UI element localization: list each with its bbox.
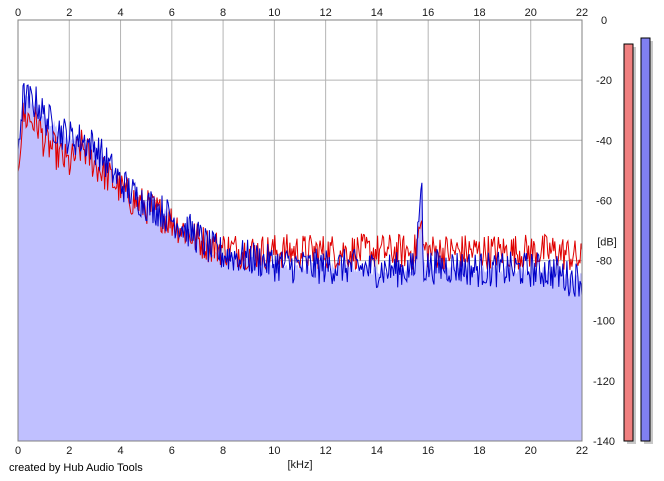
x-tick-label-bottom: 0 — [15, 445, 21, 457]
x-tick-label-bottom: 2 — [66, 445, 72, 457]
x-tick-label-bottom: 18 — [473, 445, 485, 457]
axes: 002244668810101212141416161818202022220-… — [15, 7, 617, 471]
y-tick-label: -80 — [596, 256, 612, 268]
x-tick-label-top: 8 — [220, 7, 226, 19]
x-tick-label-top: 10 — [268, 7, 280, 19]
level-meters — [623, 37, 653, 445]
x-tick-label-top: 2 — [66, 7, 72, 19]
x-tick-label-bottom: 20 — [525, 445, 537, 457]
x-tick-label-top: 4 — [117, 7, 123, 19]
y-tick-label: -100 — [593, 316, 615, 328]
y-axis-label: [dB] — [597, 237, 617, 249]
x-tick-label-bottom: 4 — [117, 445, 123, 457]
x-tick-label-bottom: 10 — [268, 445, 280, 457]
x-axis-label: [kHz] — [287, 459, 312, 471]
x-tick-label-top: 18 — [473, 7, 485, 19]
x-tick-label-top: 16 — [422, 7, 434, 19]
level-meter-bar — [623, 43, 634, 442]
x-tick-label-bottom: 8 — [220, 445, 226, 457]
x-tick-label-bottom: 14 — [371, 445, 383, 457]
y-tick-label: -140 — [593, 436, 615, 448]
y-tick-label: -40 — [596, 135, 612, 147]
x-tick-label-top: 6 — [169, 7, 175, 19]
y-tick-label: 0 — [601, 15, 607, 27]
x-tick-label-bottom: 16 — [422, 445, 434, 457]
y-tick-label: -60 — [596, 195, 612, 207]
x-tick-label-bottom: 6 — [169, 445, 175, 457]
x-tick-label-bottom: 12 — [320, 445, 332, 457]
level-meter-bar — [640, 37, 651, 442]
x-tick-label-top: 14 — [371, 7, 383, 19]
x-tick-label-top: 12 — [320, 7, 332, 19]
y-tick-label: -120 — [593, 376, 615, 388]
x-tick-label-top: 0 — [15, 7, 21, 19]
plot-area — [17, 19, 583, 442]
series-line-blue — [17, 83, 583, 297]
credit-text: created by Hub Audio Tools — [9, 462, 143, 474]
y-tick-label: -20 — [596, 75, 612, 87]
x-tick-label-bottom: 22 — [576, 445, 588, 457]
x-tick-label-top: 20 — [525, 7, 537, 19]
x-tick-label-top: 22 — [576, 7, 588, 19]
plot-frame — [17, 19, 583, 442]
